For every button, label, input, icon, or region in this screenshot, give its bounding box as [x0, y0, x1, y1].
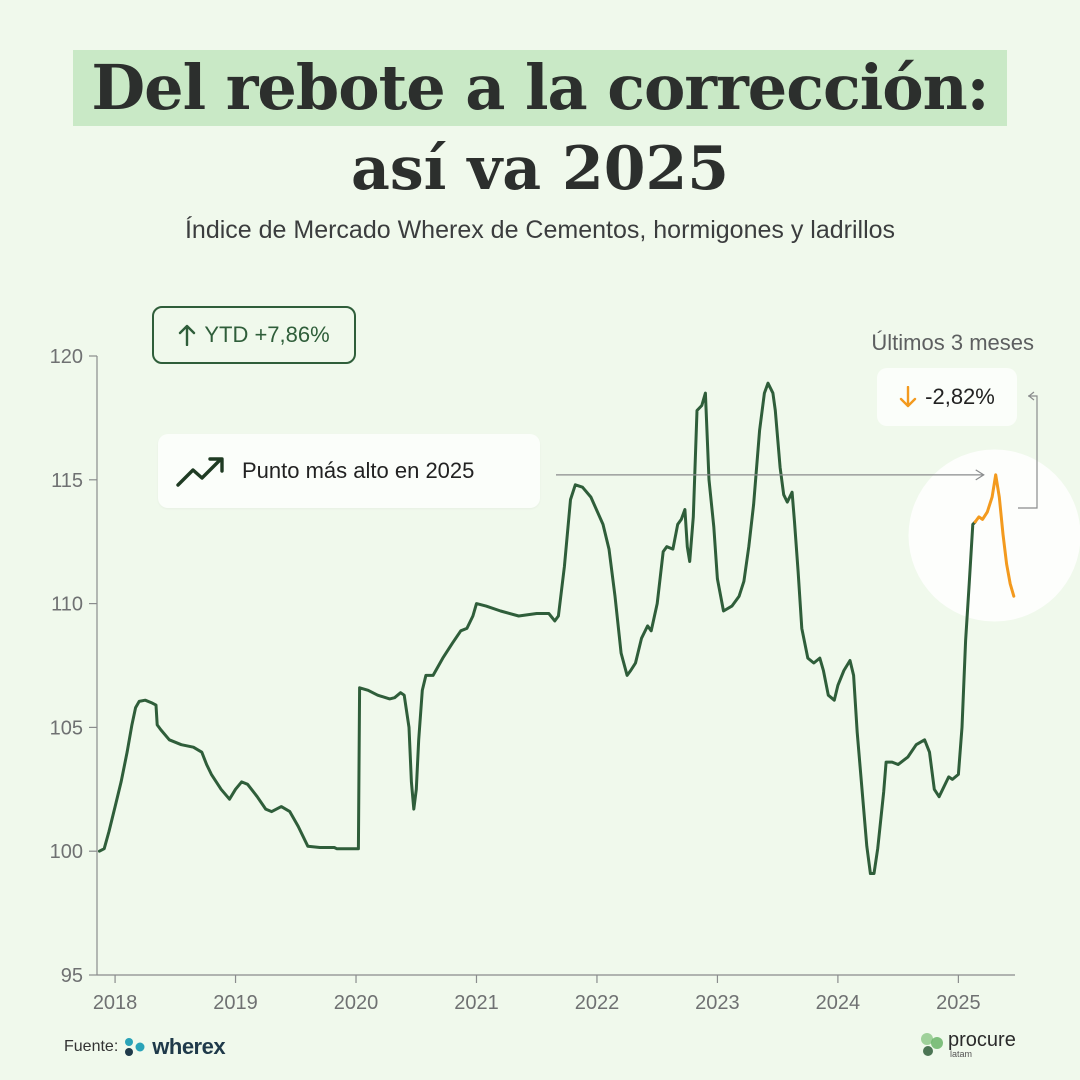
trending-up-icon [176, 457, 224, 487]
source-brand: wherex [152, 1034, 226, 1059]
y-tick-label: 105 [50, 717, 83, 739]
y-tick-label: 100 [50, 841, 83, 863]
x-tick-label: 2022 [575, 992, 620, 1014]
x-tick-label: 2018 [93, 992, 138, 1014]
x-tick-label: 2020 [334, 992, 379, 1014]
title-line-2: así va 2025 [351, 134, 729, 204]
x-tick-label: 2019 [213, 992, 258, 1014]
source-credit: Fuente: wherex [64, 1034, 226, 1060]
procure-logo-icon [921, 1032, 943, 1056]
title-line-1: Del rebote a la corrección: [73, 50, 1007, 126]
series-line-last-three-months [973, 473, 1016, 598]
y-tick-label: 120 [50, 346, 83, 368]
x-tick-label: 2021 [454, 992, 499, 1014]
ytd-callout: YTD +7,86% [152, 306, 356, 364]
arrow-up-icon [179, 324, 196, 346]
peak-connector-arrow [975, 469, 985, 481]
source-label: Fuente: [64, 1038, 119, 1055]
ytd-value: YTD +7,86% [204, 322, 330, 347]
y-tick-label: 115 [51, 470, 83, 492]
last-three-months-bracket [1018, 395, 1038, 509]
last-three-months-value: -2,82% [925, 384, 995, 409]
peak-callout: Punto más alto en 2025 [158, 434, 540, 508]
y-tick-label: 110 [51, 594, 83, 616]
last-three-months-label: Últimos 3 meses [871, 330, 1034, 355]
last-three-months-bracket-arrow [1028, 391, 1035, 401]
procure-name: procure [948, 1029, 1016, 1051]
wherex-logo-icon [125, 1038, 145, 1056]
arrow-down-icon [899, 386, 917, 408]
series-line-index [97, 381, 977, 875]
procure-logo: procure latam [920, 1030, 1016, 1059]
peak-label: Punto más alto en 2025 [242, 458, 475, 483]
chart-subtitle: Índice de Mercado Wherex de Cementos, ho… [184, 216, 896, 244]
procure-sub: latam [950, 1049, 973, 1059]
y-tick-label: 95 [61, 965, 83, 987]
x-tick-label: 2023 [695, 992, 740, 1014]
x-tick-label: 2025 [936, 992, 981, 1014]
last-three-months-callout: -2,82% [877, 368, 1017, 426]
x-tick-label: 2024 [816, 992, 861, 1014]
